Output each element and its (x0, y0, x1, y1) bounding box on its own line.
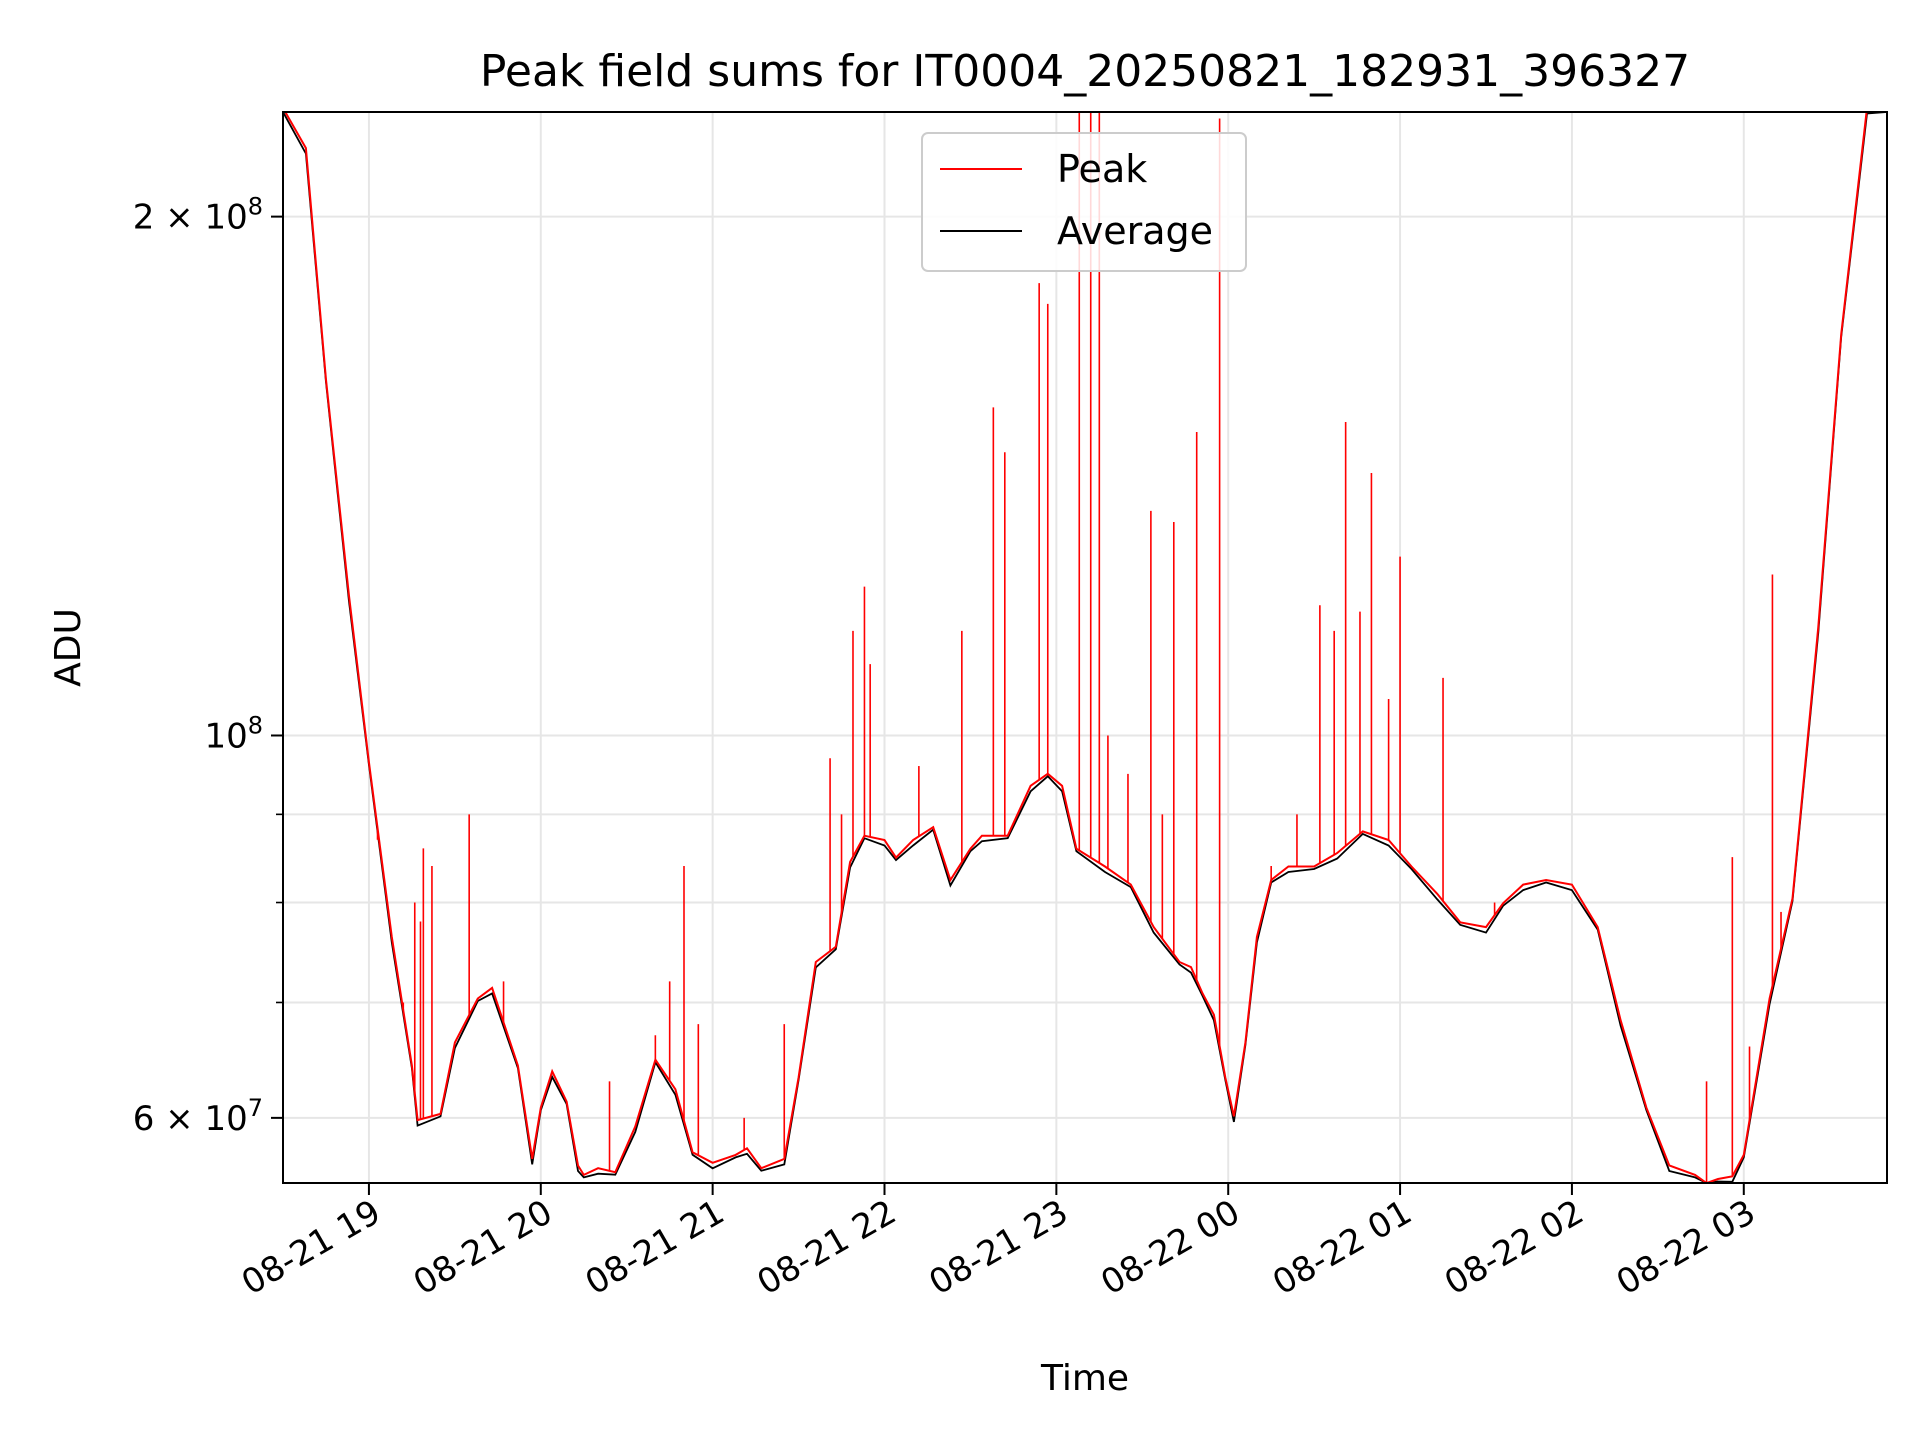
y-tick-label: 6 × 107 (133, 1094, 263, 1139)
x-tick-label: 08-21 23 (922, 1192, 1074, 1303)
y-axis-ticks: 6 × 107 108 2 × 108 (133, 193, 283, 1139)
legend-box (921, 132, 1247, 272)
x-tick-label: 08-22 01 (1266, 1192, 1418, 1303)
x-tick-label: 08-21 19 (235, 1192, 387, 1303)
series-peak-baseline (284, 112, 1868, 1183)
x-tick-label: 08-22 00 (1094, 1192, 1246, 1303)
x-tick-label: 08-21 21 (579, 1192, 731, 1303)
legend-label-peak: Peak (1057, 147, 1147, 191)
series-average-layer (283, 112, 1887, 1183)
plot-frame (282, 111, 1888, 1184)
chart-title: Peak field sums for IT0004_20250821_1829… (480, 46, 1690, 97)
x-tick-label: 08-22 03 (1610, 1192, 1762, 1303)
x-tick-label: 08-21 22 (751, 1192, 903, 1303)
legend-label-average: Average (1057, 209, 1213, 253)
y-axis-label: ADU (48, 608, 89, 687)
x-axis-label: Time (1040, 1358, 1129, 1399)
x-tick-label: 08-22 02 (1438, 1192, 1590, 1303)
y-tick-label: 2 × 108 (133, 193, 263, 238)
series-average-line (283, 112, 1887, 1183)
x-tick-label: 08-21 20 (407, 1192, 559, 1303)
legend: Peak Average (921, 132, 1247, 272)
x-axis-ticks: 08-21 19 08-21 20 08-21 21 08-21 22 08-21 23… (235, 1183, 1762, 1303)
y-tick-label: 108 (204, 711, 263, 756)
grid-lines (283, 112, 1887, 1183)
